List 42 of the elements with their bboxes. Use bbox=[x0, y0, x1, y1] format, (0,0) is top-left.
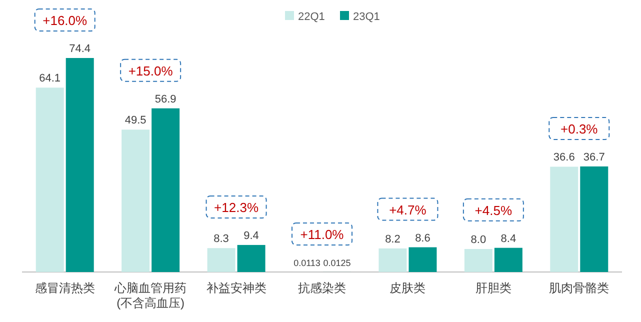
data-label: 36.6 bbox=[553, 152, 575, 164]
bar bbox=[464, 248, 492, 272]
bar bbox=[66, 58, 94, 272]
bar bbox=[207, 248, 236, 272]
data-label: 64.1 bbox=[39, 72, 61, 85]
annotation: +11.0% bbox=[300, 226, 344, 242]
annotation: +4.5% bbox=[474, 202, 512, 218]
data-label: 0.0125 bbox=[323, 258, 351, 268]
x-tick-label: 皮肤类 bbox=[390, 281, 426, 295]
data-label: 36.7 bbox=[583, 151, 605, 164]
x-tick-label: 感冒清热类 bbox=[34, 281, 95, 295]
bar bbox=[152, 108, 180, 272]
data-label: 74.4 bbox=[69, 43, 91, 55]
bar bbox=[550, 166, 578, 272]
x-tick-label: 抗感染类 bbox=[298, 281, 346, 295]
bar bbox=[494, 248, 522, 272]
x-tick-label: 肌肉骨骼类 bbox=[549, 281, 610, 295]
bar bbox=[36, 88, 64, 272]
annotation: +0.3% bbox=[560, 121, 598, 136]
data-label: 0.0113 bbox=[294, 258, 320, 268]
annotation: +12.3% bbox=[214, 200, 259, 215]
x-tick-label: 肝胆类 bbox=[475, 281, 512, 295]
text: +16.0% bbox=[42, 13, 88, 28]
bar bbox=[237, 244, 266, 272]
annotation: +15.0% bbox=[128, 63, 174, 78]
legend-label: 22Q1 bbox=[298, 11, 325, 23]
data-label: 8.4 bbox=[500, 232, 516, 245]
annotation: +4.7% bbox=[389, 202, 427, 218]
data-label: 49.5 bbox=[124, 114, 146, 127]
data-label: 9.4 bbox=[244, 230, 259, 242]
bar bbox=[378, 248, 407, 272]
data-label: 8.0 bbox=[470, 234, 486, 246]
legend-label: 23Q1 bbox=[353, 11, 380, 23]
data-label: 8.3 bbox=[214, 233, 229, 246]
data-label: 56.9 bbox=[154, 93, 176, 106]
data-label: 8.6 bbox=[415, 232, 430, 244]
bar bbox=[122, 130, 150, 272]
bar bbox=[408, 247, 437, 272]
x-tick-label: 补益安神类 bbox=[206, 281, 266, 295]
x-tick-label: 心脑血管用药 (不含高血压) bbox=[114, 281, 187, 310]
data-label: 8.2 bbox=[385, 233, 400, 246]
bar bbox=[580, 166, 608, 272]
